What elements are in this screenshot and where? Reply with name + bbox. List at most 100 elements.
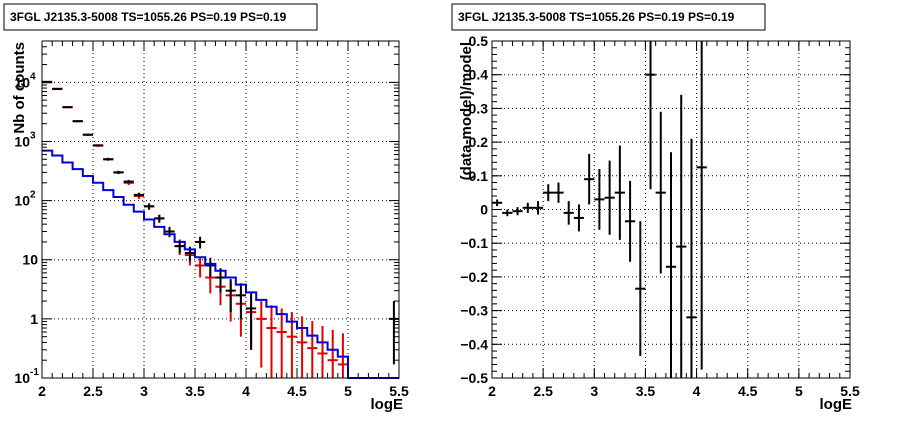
counts-y-tick-label: 10	[14, 74, 30, 90]
residual-point	[614, 145, 625, 240]
data-counts-point	[113, 170, 124, 174]
model-counts-point	[256, 301, 267, 368]
data-counts-point	[72, 120, 83, 123]
counts-y-tick-label: 10	[22, 252, 38, 268]
counts-plot-frame	[41, 40, 400, 379]
residual-y-tick-label: 0.1	[469, 168, 489, 184]
model-counts-point	[195, 257, 206, 278]
data-counts-point	[205, 257, 216, 277]
residual-point	[655, 111, 666, 274]
counts-marks	[42, 80, 399, 379]
counts-x-tick-label: 2.5	[83, 383, 103, 399]
model-counts-point	[276, 308, 287, 378]
residual-point	[665, 152, 677, 378]
residual-point	[532, 201, 544, 215]
counts-y-tick-exponent: 2	[30, 190, 36, 201]
residual-y-tick-label: 0	[480, 202, 488, 218]
residual-point	[696, 41, 707, 370]
data-counts-point	[246, 293, 257, 350]
residual-y-tick-label: −0.5	[460, 370, 488, 386]
counts-x-tick-label: 5	[344, 383, 352, 399]
model-counts-point	[317, 325, 328, 378]
residual-point	[573, 204, 585, 232]
residual-y-tick-label: 0.5	[469, 33, 489, 49]
data-counts-point	[164, 227, 175, 237]
residual-point	[522, 202, 533, 213]
data-counts-point	[154, 215, 165, 223]
residual-title: 3FGL J2135.3-5008 TS=1055.26 PS=0.19 PS=…	[458, 10, 735, 24]
residual-point	[502, 209, 513, 217]
data-counts-point	[93, 144, 104, 147]
residual-y-tick-label: −0.4	[460, 336, 488, 352]
residual-point	[645, 41, 656, 190]
residual-y-tick-label: 0.2	[469, 134, 489, 150]
residual-y-tick-label: −0.1	[460, 235, 488, 251]
counts-x-tick-label: 2	[38, 383, 46, 399]
data-counts-point	[123, 179, 134, 184]
data-counts-point	[388, 301, 399, 365]
residual-point	[624, 180, 636, 262]
counts-y-tick-exponent: -1	[30, 367, 39, 378]
residual-point	[635, 221, 646, 357]
residual-panel: 2 2.5 3 3.5 4 4.5 5 5.5 −0.5 −0.4 −0.3 −0.2 −0.1 0 0.1…	[451, 3, 860, 413]
residual-x-axis-label: logE	[820, 396, 853, 413]
residual-x-tick-label: 5	[795, 383, 803, 399]
counts-x-tick-label: 3.5	[185, 383, 205, 399]
counts-x-tick-label: 4.5	[287, 383, 307, 399]
residual-point	[553, 182, 564, 203]
counts-y-tick-exponent: 3	[30, 130, 36, 141]
residual-x-tick-label: 3.5	[636, 383, 656, 399]
counts-grid	[42, 41, 399, 378]
residual-point	[563, 201, 574, 225]
residual-x-tick-label: 3	[590, 383, 598, 399]
data-counts-point	[225, 279, 236, 313]
counts-y-tick-label: 10	[14, 370, 30, 386]
residual-x-tick-label: 5.5	[840, 383, 860, 399]
residual-y-axis-label: (data-model)/model	[458, 42, 475, 180]
counts-title-box	[3, 3, 318, 31]
counts-x-tick-label: 3	[140, 383, 148, 399]
model-counts-point	[297, 316, 308, 378]
residual-point	[686, 138, 697, 378]
data-counts-point	[144, 203, 155, 210]
data-counts-point	[235, 283, 246, 319]
residual-grid	[492, 41, 850, 378]
residual-point	[604, 160, 615, 235]
model-counts-point	[286, 312, 297, 378]
residual-point	[543, 184, 554, 202]
residual-ticks: 2 2.5 3 3.5 4 4.5 5 5.5 −0.5 −0.4 −0.3 −0.2 −0.1 0 0.1…	[460, 33, 860, 399]
data-counts-point	[103, 158, 114, 161]
data-counts-point	[133, 192, 144, 198]
counts-x-axis-label: logE	[371, 396, 404, 413]
counts-y-tick-label: 10	[14, 133, 30, 149]
residual-x-tick-label: 2	[488, 383, 496, 399]
residual-point	[584, 153, 595, 205]
data-counts-point	[82, 133, 93, 136]
counts-x-tick-label: 4	[242, 383, 250, 399]
residual-y-tick-label: −0.3	[460, 303, 488, 319]
counts-y-tick-label: 10	[14, 193, 30, 209]
residual-point	[594, 169, 605, 230]
residual-y-tick-label: −0.2	[460, 269, 488, 285]
residual-y-tick-label: 0.3	[469, 100, 489, 116]
counts-title: 3FGL J2135.3-5008 TS=1055.26 PS=0.19 PS=…	[10, 10, 287, 24]
data-counts-point	[62, 106, 73, 109]
model-step-line	[42, 149, 399, 379]
data-counts-point	[52, 88, 63, 91]
residual-title-box	[451, 3, 766, 31]
counts-y-axis-label: Nb of counts	[11, 42, 28, 134]
model-counts-point	[327, 329, 338, 378]
data-counts-point	[215, 268, 226, 293]
model-counts-point	[307, 321, 318, 378]
residual-point	[512, 207, 523, 216]
residual-point	[676, 94, 687, 378]
counts-y-tick-label: 1	[30, 311, 38, 327]
residual-y-tick-label: 0.4	[469, 67, 489, 83]
model-counts-point	[266, 305, 277, 378]
residual-x-tick-label: 2.5	[533, 383, 553, 399]
counts-x-tick-label: 5.5	[389, 383, 409, 399]
residual-x-tick-label: 4	[693, 383, 701, 399]
